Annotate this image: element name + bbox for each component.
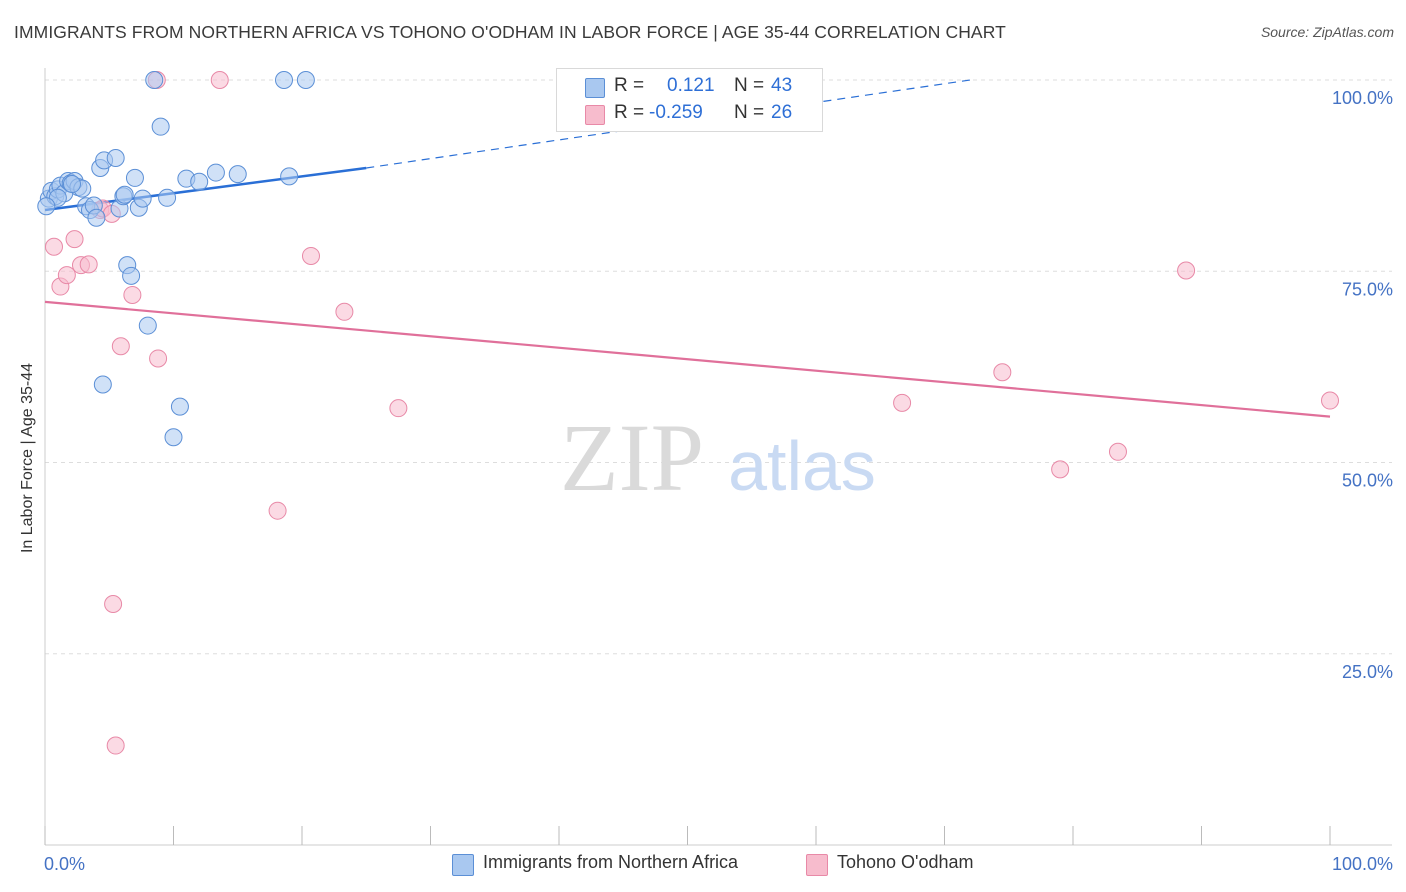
y-tick-label: 50.0% xyxy=(1342,471,1393,491)
data-point-blue xyxy=(158,188,177,207)
data-point-pink xyxy=(210,71,229,89)
data-point-pink xyxy=(123,285,142,304)
data-point-blue xyxy=(296,71,315,89)
data-point-blue xyxy=(228,165,247,184)
blue-legend-swatch xyxy=(452,854,474,876)
data-point-pink xyxy=(268,501,287,520)
chart-title: IMMIGRANTS FROM NORTHERN AFRICA VS TOHON… xyxy=(14,22,1006,42)
pink-swatch xyxy=(585,105,605,125)
data-point-pink xyxy=(1177,261,1196,280)
y-tick-label: 25.0% xyxy=(1342,662,1393,682)
watermark-atlas: atlas xyxy=(728,427,876,505)
data-point-blue xyxy=(138,316,157,335)
r-value: -0.259 xyxy=(649,102,703,123)
x-tick-label: 0.0% xyxy=(44,854,85,874)
data-point-pink xyxy=(149,349,168,368)
data-point-pink xyxy=(389,399,408,418)
data-point-pink xyxy=(44,237,63,256)
data-point-pink xyxy=(1108,442,1127,461)
y-tick-label: 100.0% xyxy=(1332,88,1393,108)
x-tick-label: 100.0% xyxy=(1332,854,1393,874)
data-points xyxy=(37,71,1339,755)
data-point-blue xyxy=(145,71,164,89)
data-point-blue xyxy=(87,208,106,227)
stats-row-pink: R = -0.259 N = 26 xyxy=(557,102,822,128)
data-point-pink xyxy=(57,266,76,285)
legend-label: Tohono O'odham xyxy=(837,852,974,872)
n-label: N = xyxy=(734,75,765,96)
data-point-blue xyxy=(206,163,225,182)
watermark-zip: ZIP xyxy=(560,404,704,511)
trend-line-pink xyxy=(44,300,1331,418)
tick-labels: 25.0% 50.0% 75.0% 100.0% 0.0% 100.0% xyxy=(44,88,1393,874)
n-value: 43 xyxy=(771,75,793,96)
data-point-pink xyxy=(993,363,1012,382)
watermark: ZIP atlas xyxy=(560,404,876,511)
data-point-pink xyxy=(111,337,130,356)
stats-box: R = 0.121 N = 43 R = -0.259 N = 26 xyxy=(556,68,823,132)
data-point-blue xyxy=(151,117,170,136)
data-point-pink xyxy=(104,595,123,614)
blue-swatch xyxy=(585,78,605,98)
data-point-blue xyxy=(93,375,112,394)
data-point-pink xyxy=(65,230,84,249)
data-point-pink xyxy=(1051,460,1070,479)
data-point-blue xyxy=(106,149,125,168)
data-point-pink xyxy=(1321,391,1339,410)
gridlines xyxy=(45,79,1392,655)
data-point-blue xyxy=(190,172,209,191)
y-tick-label: 75.0% xyxy=(1342,279,1393,299)
r-label: R = xyxy=(614,102,645,123)
pink-legend-swatch xyxy=(806,854,828,876)
data-point-pink xyxy=(79,255,98,274)
r-label: R = xyxy=(614,75,645,96)
trend-line-blue-extrapolated xyxy=(366,79,971,169)
r-value: 0.121 xyxy=(667,75,715,96)
stats-row-blue: R = 0.121 N = 43 xyxy=(557,75,822,101)
axes xyxy=(44,68,1392,846)
data-point-pink xyxy=(301,246,320,265)
data-point-blue xyxy=(122,266,141,285)
data-point-blue xyxy=(280,167,299,186)
n-label: N = xyxy=(734,102,765,123)
data-point-blue xyxy=(275,71,294,89)
data-point-blue xyxy=(125,168,144,187)
legend-label: Immigrants from Northern Africa xyxy=(483,852,739,872)
data-point-blue xyxy=(170,397,189,416)
n-value: 26 xyxy=(771,102,793,123)
data-point-pink xyxy=(893,393,912,412)
data-point-blue xyxy=(37,197,56,216)
data-point-blue xyxy=(133,189,152,208)
source-label: Source: ZipAtlas.com xyxy=(1260,24,1394,40)
data-point-pink xyxy=(106,736,125,755)
data-point-blue xyxy=(115,185,134,204)
data-point-blue xyxy=(62,175,81,194)
data-point-pink xyxy=(335,302,354,321)
data-point-blue xyxy=(164,428,183,447)
